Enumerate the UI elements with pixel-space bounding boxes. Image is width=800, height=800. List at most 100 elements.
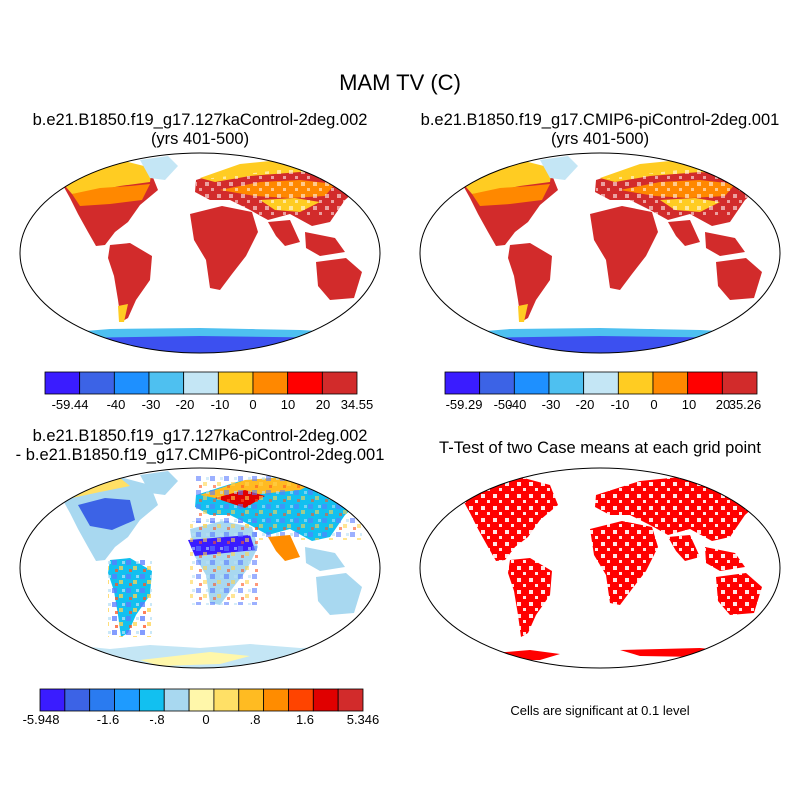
south-america-tip (518, 304, 528, 322)
colorbar-tick-label: 20 (316, 397, 330, 412)
colorbar-swatch (44, 371, 81, 395)
colorbar-swatch (114, 688, 140, 712)
colorbar-swatch (513, 371, 550, 395)
panel4-title: T-Test of two Case means at each grid po… (400, 439, 800, 458)
antarctica-significant-strip-east (620, 648, 740, 657)
colorbar-tick-label: -40 (508, 397, 527, 412)
africa-speckle (190, 521, 258, 605)
southeast-asia-islands (705, 232, 745, 256)
colorbar-swatch (652, 371, 689, 395)
panel1-title-line1: b.e21.B1850.f19_g17.127kaControl-2deg.00… (32, 111, 368, 129)
map-outline (419, 467, 781, 669)
colorbar-tick-label: 10 (281, 397, 295, 412)
colorbar-tick-label: 0 (249, 397, 256, 412)
non-significant-gaps (456, 475, 765, 640)
colorbar-swatch (252, 371, 289, 395)
southeast-asia-islands (305, 547, 345, 571)
colorbar-swatch (263, 688, 289, 712)
map-panel-1 (19, 152, 381, 354)
africa-region (590, 206, 658, 290)
panel2-title-line1: b.e21.B1850.f19_g17.CMIP6-piControl-2deg… (420, 111, 780, 129)
colorbar-tick-label: 10 (682, 397, 696, 412)
colorbar-tick-label: 1.6 (296, 712, 314, 727)
colorbar-swatch (312, 688, 339, 712)
map-panel-4 (419, 467, 781, 669)
south-america-region (508, 243, 552, 322)
colorbar-tick-label: 0 (202, 712, 209, 727)
colorbar-swatch (183, 371, 219, 395)
colorbar-swatch (617, 371, 654, 395)
colorbar-swatch (89, 688, 115, 712)
antarctica-coast-band (460, 328, 760, 338)
colorbar-tick-label: 5.346 (347, 712, 380, 727)
greenland-region (140, 471, 178, 495)
north-america-cool-core (78, 498, 135, 530)
colorbar-tick-label: -20 (176, 397, 195, 412)
panel1-title: b.e21.B1850.f19_g17.127kaControl-2deg.00… (0, 111, 400, 149)
colorbar-tick-label: -50 (494, 397, 513, 412)
colorbar-swatch (548, 371, 585, 395)
colorbar-tick-label: -1.6 (97, 712, 119, 727)
south-asia-region (668, 220, 700, 246)
colorbar-tick-label: -59.44 (52, 397, 89, 412)
colorbar-tick-label: -.8 (149, 712, 164, 727)
colorbar-swatch (238, 688, 265, 712)
south-asia-region (268, 220, 300, 246)
colorbar-swatch (138, 688, 165, 712)
greenland-region (540, 156, 578, 180)
significance-note: Cells are significant at 0.1 level (510, 703, 690, 718)
antarctica-warm-patch (140, 652, 250, 666)
colorbar-swatch (39, 688, 66, 712)
colorbar-tick-label: .8 (250, 712, 261, 727)
colorbar-swatch (213, 688, 240, 712)
colorbar-tick-label: -10 (611, 397, 630, 412)
colorbar-swatch (287, 371, 323, 395)
colorbar-swatch (337, 688, 364, 712)
map-outline (419, 152, 781, 354)
colorbar-tick-label: 35.26 (729, 397, 762, 412)
colorbar-swatch (288, 688, 314, 712)
colorbar-tick-label: -5.948 (23, 712, 60, 727)
colorbar-swatch (113, 371, 150, 395)
panel3-title: b.e21.B1850.f19_g17.127kaControl-2deg.00… (0, 427, 400, 465)
colorbar-tick-label: -30 (142, 397, 161, 412)
panel3-title-line1: b.e21.B1850.f19_g17.127kaControl-2deg.00… (32, 427, 368, 445)
panel3-title-line2: - b.e21.B1850.f19_g17.CMIP6-piControl-2d… (15, 446, 385, 464)
southeast-asia-islands (305, 232, 345, 256)
colorbar-panel-1: -59.44 -40 -30 -20 -10 0 10 20 34.55 (44, 371, 374, 412)
north-america-mid-band (72, 184, 150, 206)
colorbar-swatch (79, 371, 115, 395)
colorbar-tick-label: -20 (576, 397, 595, 412)
colorbar-panel-3: -5.948 -1.6 -.8 0 .8 1.6 5.346 (23, 688, 380, 727)
australia-region (316, 258, 362, 300)
figure-title: MAM TV (C) (339, 70, 461, 95)
colorbar-tick-label: -59.29 (446, 397, 483, 412)
panel2-title-line2: (yrs 401-500) (550, 130, 650, 148)
colorbar-tick-label: 20 (716, 397, 730, 412)
colorbar-swatch (148, 371, 185, 395)
colorbar-swatch (687, 371, 723, 395)
south-america-region (108, 243, 152, 322)
panel1-title-line2: (yrs 401-500) (150, 130, 250, 148)
map-outline (19, 467, 381, 669)
australia-region (316, 573, 362, 615)
colorbar-swatch (64, 688, 91, 712)
colorbar-tick-label: 0 (650, 397, 657, 412)
north-america-mid-band (472, 184, 550, 206)
colorbar-tick-label: 34.55 (341, 397, 374, 412)
greenland-region (140, 156, 178, 180)
colorbar-tick-label: -40 (107, 397, 126, 412)
south-asia-region (268, 535, 300, 561)
map-outline (19, 152, 381, 354)
colorbar-swatch (721, 371, 758, 395)
colorbar-swatch (321, 371, 358, 395)
antarctica-coast-band (60, 328, 360, 338)
colorbar-swatch (163, 688, 190, 712)
colorbar-swatch (583, 371, 619, 395)
africa-region (190, 206, 258, 290)
australia-region (716, 258, 762, 300)
map-panel-3 (19, 467, 381, 669)
colorbar-swatch (444, 371, 481, 395)
